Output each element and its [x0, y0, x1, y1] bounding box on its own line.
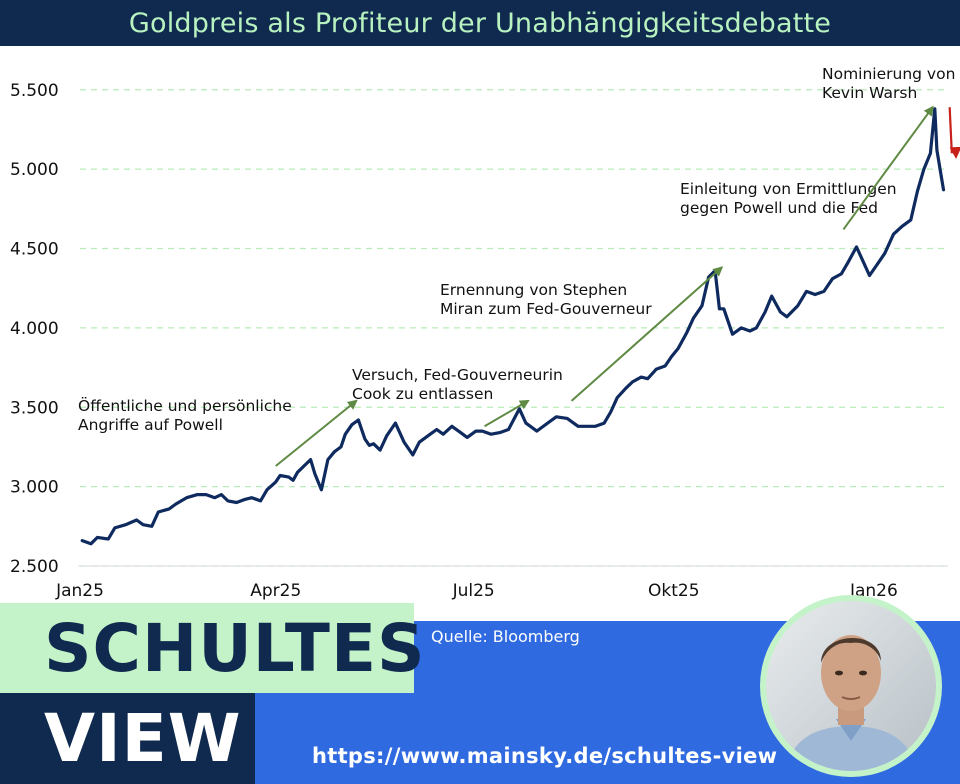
series-layer — [80, 107, 946, 546]
annotation-label: Versuch, Fed-Gouverneurin Cook zu entlass… — [352, 366, 563, 403]
y-tick-label: 3.500 — [10, 398, 59, 418]
avatar — [766, 601, 936, 771]
x-tick-label: Jan25 — [55, 581, 104, 601]
logo-schultes: SCHULTES — [0, 603, 425, 693]
annotation-arrow — [842, 105, 934, 231]
grid-lines — [78, 89, 948, 567]
annotations-layer: Öffentliche und persönliche Angriffe auf … — [78, 65, 960, 467]
annotation-arrow — [484, 399, 530, 428]
source-note: Quelle: Bloomberg — [431, 627, 580, 646]
annotation-label: Ernennung von Stephen Miran zum Fed-Gouve… — [440, 281, 652, 318]
annotation-arrow — [570, 266, 724, 402]
x-tick-label: Jul25 — [452, 581, 495, 601]
logo-line1: SCHULTES — [44, 609, 426, 687]
down-arrow — [948, 107, 960, 160]
y-tick-label: 3.000 — [10, 478, 59, 498]
annotation-label: Öffentliche und persönliche Angriffe auf … — [78, 396, 292, 434]
annotation-label: Einleitung von Ermittlungen gegen Powell … — [680, 180, 897, 217]
y-tick-label: 4.000 — [10, 319, 59, 339]
y-axis-ticks: 2.500 3.000 3.500 4.000 4.500 5.000 5.500 — [10, 81, 59, 577]
author-portrait — [760, 595, 942, 777]
logo-line2: VIEW — [44, 700, 242, 777]
annotation-arrow — [275, 399, 358, 467]
y-tick-label: 4.500 — [10, 240, 59, 260]
annotation-label: Nominierung von Kevin Warsh — [822, 65, 955, 102]
footer-url: https://www.mainsky.de/schultes-view — [312, 744, 778, 768]
logo-view: VIEW — [0, 693, 255, 784]
y-tick-label: 5.500 — [10, 81, 59, 101]
title-bar: Goldpreis als Profiteur der Unabhängigke… — [0, 0, 960, 46]
x-axis-ticks: Jan25 Apr25 Jul25 Okt25 Jan26 — [55, 581, 898, 601]
chart-title: Goldpreis als Profiteur der Unabhängigke… — [128, 7, 832, 39]
footer: SCHULTES VIEW Quelle: Bloomberg https://… — [0, 595, 960, 784]
y-tick-label: 5.000 — [10, 160, 59, 180]
x-tick-label: Apr25 — [250, 581, 301, 601]
y-tick-label: 2.500 — [10, 557, 59, 577]
series-line — [80, 107, 946, 546]
gold-price-chart: 2.500 3.000 3.500 4.000 4.500 5.000 5.500 Jan2… — [10, 65, 960, 601]
x-tick-label: Okt25 — [648, 581, 700, 601]
